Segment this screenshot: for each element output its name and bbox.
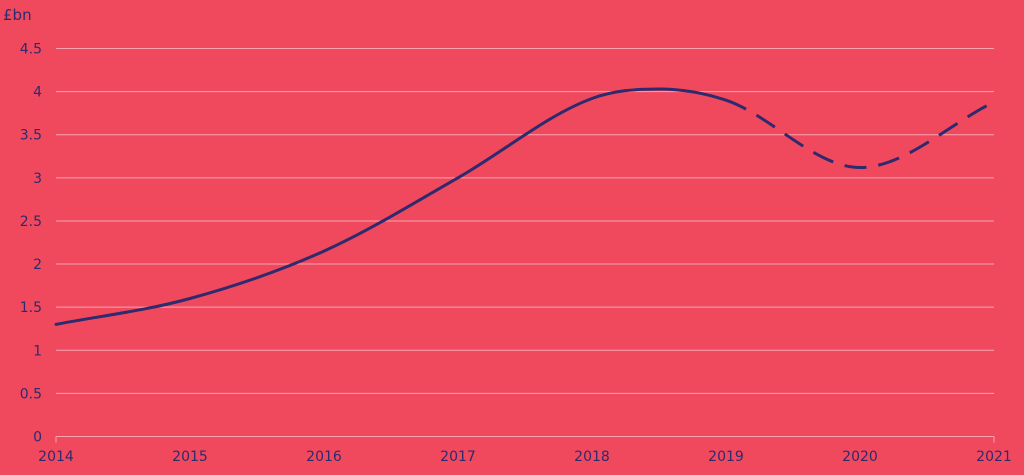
- gridlines: [56, 48, 994, 437]
- y-tick-label: 1: [33, 343, 42, 359]
- y-axis-unit-label: £bn: [3, 6, 32, 24]
- y-tick-label: 4.5: [20, 42, 42, 58]
- y-tick-label: 2: [33, 257, 42, 273]
- series-line-actual: [54, 87, 728, 326]
- x-tick-label: 2019: [708, 449, 744, 465]
- y-axis-ticks: 0 0.5 1 1.5 2 2.5 3 3.5 4 4.5: [20, 42, 42, 446]
- x-tick-label: 2016: [306, 449, 342, 465]
- series-line-forecast: [725, 98, 995, 170]
- series-lines: [54, 87, 995, 326]
- x-tick-label: 2021: [976, 449, 1012, 465]
- x-tick-label: 2018: [574, 449, 610, 465]
- y-tick-label: 3.5: [20, 128, 42, 144]
- x-tick-label: 2015: [172, 449, 208, 465]
- y-tick-label: 3: [33, 171, 42, 187]
- y-tick-label: 4: [33, 85, 42, 101]
- x-tick-label: 2017: [440, 449, 476, 465]
- x-tick-label: 2020: [842, 449, 878, 465]
- y-tick-label: 2.5: [20, 214, 42, 230]
- y-tick-label: 0.5: [20, 386, 42, 402]
- x-tick-label: 2014: [38, 449, 74, 465]
- y-tick-label: 0: [33, 430, 42, 446]
- y-tick-label: 1.5: [20, 300, 42, 316]
- x-axis-ticks: 2014 2015 2016 2017 2018 2019 2020 2021: [38, 436, 1012, 465]
